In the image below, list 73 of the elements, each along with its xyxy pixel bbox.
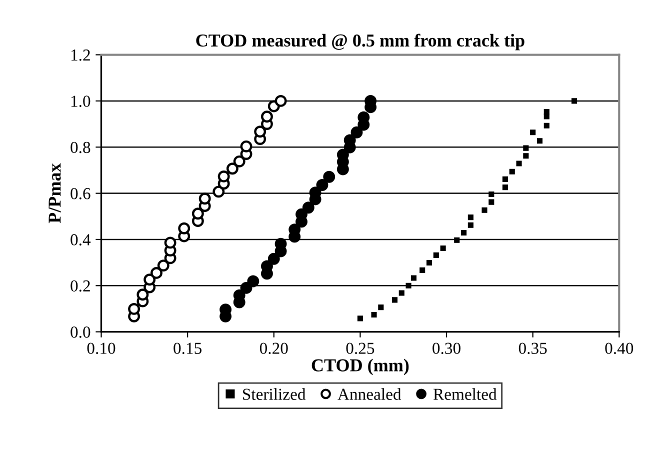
point (144, 274, 156, 286)
point (128, 302, 140, 315)
legend-label: Sterilized (243, 388, 306, 400)
y-tick-label: 0.6 (70, 188, 90, 200)
point (454, 237, 460, 243)
point (240, 140, 252, 152)
point (509, 168, 515, 174)
x-tick-label: 0.40 (605, 342, 634, 354)
x-tick-label: 0.15 (174, 342, 202, 354)
point (268, 252, 280, 265)
point (254, 126, 266, 138)
y-tick-label: 1.0 (71, 96, 90, 107)
y-tick-label: 0.4 (70, 234, 91, 246)
point (274, 94, 287, 107)
point (523, 145, 529, 151)
point (164, 236, 176, 249)
point (410, 275, 416, 281)
point (150, 266, 162, 279)
x-tick-label: 0.25 (346, 342, 374, 354)
point (136, 288, 149, 301)
point (544, 122, 550, 128)
point (316, 179, 328, 191)
point (226, 162, 238, 175)
x-axis-title: CTOD (mm) (312, 358, 409, 376)
y-tick-label: 0.8 (70, 142, 90, 154)
point (544, 109, 550, 115)
point (460, 230, 467, 236)
point (502, 184, 508, 190)
point (398, 290, 404, 296)
y-tick-label: 1.2 (71, 50, 90, 61)
y-tick-label: 0.2 (70, 280, 90, 292)
point (536, 138, 543, 144)
x-tick-label: 0.30 (432, 342, 460, 354)
point (233, 155, 246, 168)
point (240, 282, 252, 294)
point (218, 170, 230, 182)
point (482, 207, 488, 213)
point (192, 208, 204, 220)
legend-label: Remelted (433, 388, 497, 400)
point (468, 222, 474, 228)
point (420, 267, 426, 273)
point (571, 98, 578, 104)
point (212, 186, 225, 198)
point (488, 191, 494, 197)
point (350, 126, 363, 138)
point (178, 222, 190, 234)
point (468, 214, 474, 220)
point (198, 192, 211, 205)
point (247, 275, 260, 288)
x-tick-label: 0.10 (87, 342, 116, 354)
point (406, 282, 412, 288)
point (523, 153, 529, 159)
point (323, 170, 336, 183)
point (378, 304, 384, 310)
point (392, 297, 398, 303)
point (261, 110, 273, 123)
point (357, 316, 363, 322)
point (530, 130, 536, 136)
y-tick-label: 0.0 (70, 326, 90, 338)
point (516, 160, 522, 166)
point (440, 245, 446, 252)
point (302, 202, 314, 214)
point (488, 199, 494, 205)
x-tick-label: 0.20 (260, 342, 288, 354)
y-axis-title: P/Pmax (48, 163, 61, 224)
point (426, 260, 432, 266)
x-tick-label: 0.35 (518, 342, 547, 354)
point (433, 252, 439, 258)
point (502, 176, 508, 182)
point (371, 312, 377, 318)
chart-title: CTOD measured @ 0.5 mm from crack tip (196, 34, 524, 50)
point (157, 260, 170, 272)
legend-label: Annealed (338, 388, 402, 400)
